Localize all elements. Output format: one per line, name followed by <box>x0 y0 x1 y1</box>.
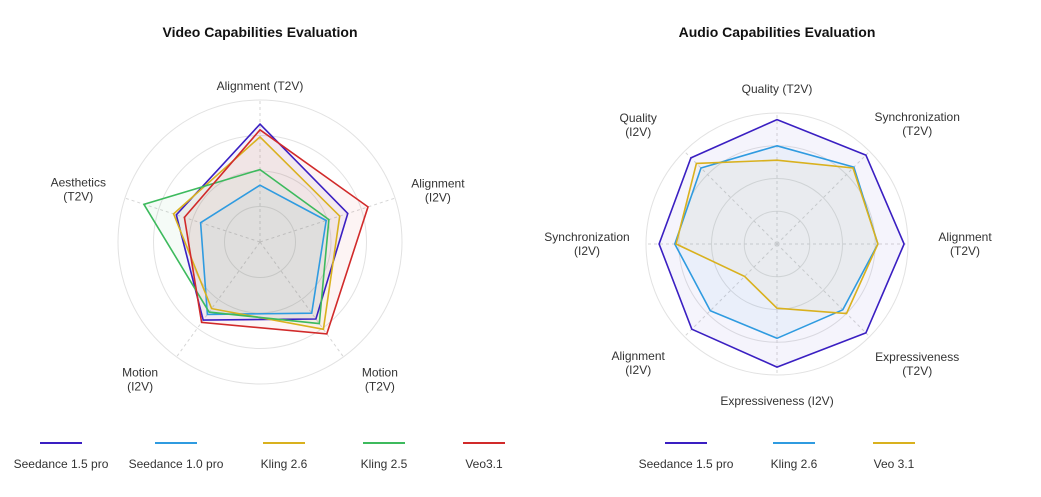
series-area-kling-2-6 <box>173 136 340 330</box>
radar-chart-2: Audio Capabilities Evaluation Quality (T2… <box>544 24 992 471</box>
series-line-veo-3-1 <box>675 159 879 315</box>
series-line-veo3-1 <box>183 128 369 335</box>
legend-label: Kling 2.6 <box>771 457 818 471</box>
legend-item: Seedance 1.5 pro <box>639 442 734 471</box>
axis-label: Motion (T2V) <box>362 366 398 394</box>
series-line-seedance-1-0-pro <box>199 184 328 316</box>
series-area-veo3-1 <box>184 129 368 334</box>
legend-label: Kling 2.6 <box>261 457 308 471</box>
axis-label: Expressiveness (I2V) <box>720 394 833 408</box>
legend-item: Veo3.1 <box>463 442 505 471</box>
series-area-kling-2-6 <box>674 145 878 339</box>
legend-label: Veo 3.1 <box>874 457 915 471</box>
series-line-seedance-1-5-pro <box>658 118 905 368</box>
axis-label: Quality (T2V) <box>742 82 813 96</box>
legend-item: Veo 3.1 <box>873 442 915 471</box>
axis-label: Alignment (I2V) <box>411 177 465 205</box>
grid-circle <box>645 112 909 376</box>
axis-label: Alignment (T2V) <box>217 79 304 93</box>
axis-label: Motion (I2V) <box>122 366 158 394</box>
series-area-kling-2-5 <box>143 169 329 324</box>
radar-chart-1: Video Capabilities Evaluation Alignment (… <box>14 24 505 471</box>
axis-spoke <box>776 243 870 337</box>
legend-label: Seedance 1.5 pro <box>639 457 734 471</box>
legend-item: Kling 2.5 <box>361 442 408 471</box>
legend-label: Seedance 1.5 pro <box>14 457 109 471</box>
axis-spoke <box>684 151 778 245</box>
chart-title: Audio Capabilities Evaluation <box>679 24 876 40</box>
legend-label: Seedance 1.0 pro <box>129 457 224 471</box>
legend-item: Seedance 1.0 pro <box>129 442 224 471</box>
series-area-seedance-1-0-pro <box>200 185 327 315</box>
axis-label: Aesthetics (T2V) <box>51 176 106 204</box>
axis-spoke <box>684 243 778 337</box>
legend-item: Kling 2.6 <box>771 442 818 471</box>
axis-label: Alignment (I2V) <box>612 349 666 377</box>
axis-label: Synchronization (T2V) <box>875 110 960 138</box>
axis-label: Alignment (T2V) <box>938 230 992 258</box>
grid-circle <box>224 206 296 278</box>
legend-item: Seedance 1.5 pro <box>14 442 109 471</box>
series-area-veo-3-1 <box>676 160 878 314</box>
series-line-kling-2-5 <box>142 168 330 325</box>
grid-circle <box>117 99 403 385</box>
legend-label: Veo3.1 <box>465 457 503 471</box>
grid-circle <box>153 135 367 349</box>
legend-label: Kling 2.5 <box>361 457 408 471</box>
legend-item: Kling 2.6 <box>261 442 308 471</box>
chart-title: Video Capabilities Evaluation <box>162 24 357 40</box>
axis-label: Synchronization (I2V) <box>544 230 629 258</box>
grid-circle <box>711 178 843 310</box>
series-area-seedance-1-5-pro <box>659 119 905 368</box>
axis-label: Expressiveness (T2V) <box>875 350 959 378</box>
axis-label: Quality (I2V) <box>620 111 657 139</box>
